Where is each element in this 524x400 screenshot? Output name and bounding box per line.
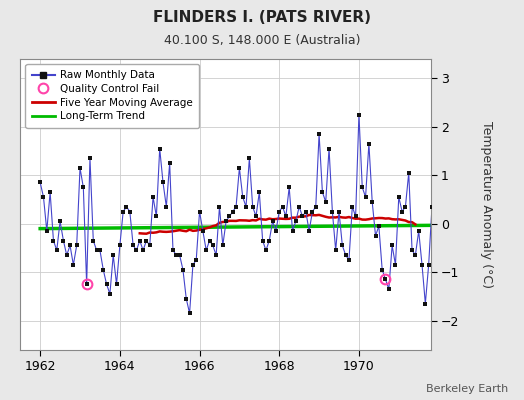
Text: FLINDERS I. (PATS RIVER): FLINDERS I. (PATS RIVER) <box>153 10 371 25</box>
Text: 40.100 S, 148.000 E (Australia): 40.100 S, 148.000 E (Australia) <box>163 34 361 47</box>
Y-axis label: Temperature Anomaly (°C): Temperature Anomaly (°C) <box>481 121 493 288</box>
Legend: Raw Monthly Data, Quality Control Fail, Five Year Moving Average, Long-Term Tren: Raw Monthly Data, Quality Control Fail, … <box>26 64 199 128</box>
Text: Berkeley Earth: Berkeley Earth <box>426 384 508 394</box>
